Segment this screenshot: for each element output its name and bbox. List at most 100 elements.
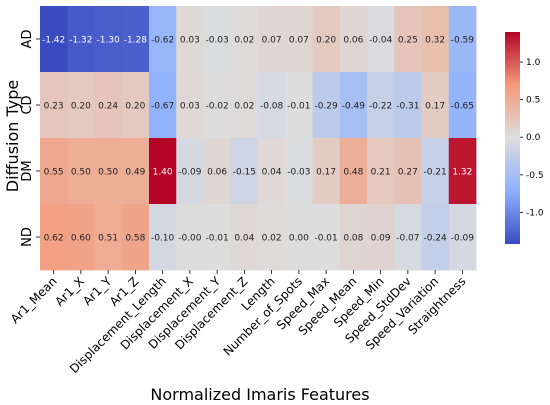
heatmap-cell-ND-Speed_Mean	[339, 204, 368, 271]
heatmap-cell-CD-Speed_StdDev	[394, 72, 422, 139]
heatmap-value-label: 0.20	[316, 36, 336, 46]
heatmap-cell-CD-Ar1_Mean	[40, 72, 68, 139]
heatmap-value-label: -1.30	[96, 36, 120, 46]
heatmap-value-label: -0.29	[314, 102, 338, 112]
heatmap-value-label: 0.00	[289, 234, 309, 244]
x-tick-label-Ar1_Y: Ar1_Y	[80, 274, 114, 308]
heatmap-value-label: 0.20	[125, 102, 145, 112]
heatmap-cell-AD-Speed_Min	[367, 6, 395, 73]
heatmap-value-label: 0.49	[125, 168, 145, 178]
heatmap-value-label: 0.32	[425, 36, 445, 46]
heatmap-cell-DM-Speed_StdDev	[394, 138, 422, 205]
heatmap-value-label: 0.23	[44, 102, 64, 112]
heatmap-cell-ND-Speed_StdDev	[394, 204, 422, 271]
heatmap-value-label: -0.21	[423, 168, 446, 178]
heatmap-value-label: -0.01	[205, 234, 228, 244]
heatmap-value-label: 0.03	[180, 36, 200, 46]
y-tick-label-DM: DM	[20, 160, 35, 181]
colorbar-tick-label: -1.0	[526, 208, 544, 218]
x-tick-label-Ar1_Mean: Ar1_Mean	[8, 274, 60, 326]
heatmap-value-label: 0.50	[71, 168, 91, 178]
heatmap-cell-DM-Speed_Variation	[421, 138, 450, 205]
heatmap-cell-AD-Displacement_Z	[230, 6, 259, 73]
heatmap-value-label: -0.65	[451, 102, 474, 112]
heatmap-value-label: -0.09	[451, 234, 475, 244]
heatmap-cell-DM-Speed_Max	[312, 138, 341, 205]
heatmap-cell-ND-Displacement_Length	[149, 204, 177, 271]
colorbar-gradient	[505, 32, 520, 244]
heatmap-value-label: 0.08	[343, 234, 363, 244]
heatmap-value-label: -0.02	[205, 102, 228, 112]
heatmap-value-label: -1.32	[69, 36, 92, 46]
heatmap-cell-CD-Speed_Mean	[339, 72, 368, 139]
heatmap-value-label: -0.01	[287, 102, 310, 112]
heatmap-cell-DM-Speed_Min	[367, 138, 395, 205]
heatmap-cell-AD-Ar1_Y	[94, 6, 123, 73]
heatmap-cell-AD-Straightness	[448, 6, 477, 73]
heatmap-value-label: 0.04	[234, 234, 254, 244]
heatmap-value-label: -0.09	[178, 168, 202, 178]
heatmap-value-label: 0.55	[44, 168, 64, 178]
heatmap-cell-AD-Ar1_Mean	[40, 6, 68, 73]
x-axis-tick-labels: Ar1_MeanAr1_XAr1_YAr1_ZDisplacement_Leng…	[8, 270, 468, 376]
heatmap-cell-DM-Speed_Mean	[339, 138, 368, 205]
heatmap-cell-CD-Speed_Min	[367, 72, 395, 139]
heatmap-value-label: 0.21	[371, 168, 391, 178]
colorbar-tick-label: 0.5	[526, 96, 540, 106]
heatmap-cell-ND-Speed_Min	[367, 204, 395, 271]
heatmap-cell-CD-Ar1_Z	[121, 72, 150, 139]
heatmap-cell-AD-Number_of_Spots	[285, 6, 313, 73]
colorbar: -1.0 -0.5 0.0 0.5 1.0	[505, 32, 544, 244]
heatmap-value-label: 1.40	[153, 168, 173, 178]
heatmap-cell-DM-Ar1_X	[67, 138, 95, 205]
heatmap-cell-AD-Speed_Mean	[339, 6, 368, 73]
heatmap-value-label: 0.17	[316, 168, 336, 178]
heatmap-cell-DM-Number_of_Spots	[285, 138, 313, 205]
heatmap-value-label: -0.10	[151, 234, 175, 244]
heatmap-cell-AD-Speed_StdDev	[394, 6, 422, 73]
heatmap-value-label: -0.24	[423, 234, 447, 244]
heatmap-value-label: 0.06	[343, 36, 363, 46]
heatmap-value-label: 0.07	[262, 36, 282, 46]
heatmap-value-label: -0.15	[233, 168, 256, 178]
heatmap-cell-CD-Straightness	[448, 72, 477, 139]
heatmap-cell-CD-Ar1_X	[67, 72, 95, 139]
heatmap-cell-DM-Ar1_Z	[121, 138, 150, 205]
heatmap-cell-CD-Number_of_Spots	[285, 72, 313, 139]
heatmap-cell-DM-Length	[258, 138, 286, 205]
heatmap-cell-DM-Displacement_Length	[149, 138, 177, 205]
y-axis-tick-labels: AD CD DM ND	[20, 30, 40, 247]
heatmap-cell-CD-Speed_Variation	[421, 72, 450, 139]
heatmap-value-label: -0.08	[260, 102, 284, 112]
heatmap-value-label: 0.27	[398, 168, 418, 178]
heatmap-cell-CD-Length	[258, 72, 286, 139]
heatmap-cell-AD-Displacement_Length	[149, 6, 177, 73]
heatmap-value-label: -0.03	[205, 36, 228, 46]
heatmap-value-label: -0.59	[451, 36, 475, 46]
heatmap-cell-AD-Ar1_Z	[121, 6, 150, 73]
heatmap-cell-ND-Ar1_Z	[121, 204, 150, 271]
heatmap-value-label: -1.28	[124, 36, 148, 46]
heatmap-cell-ND-Speed_Variation	[421, 204, 450, 271]
y-tick-label-ND: ND	[20, 227, 35, 247]
heatmap-value-label: 0.02	[262, 234, 282, 244]
y-tick-label-AD: AD	[20, 30, 35, 49]
heatmap-value-label: 0.60	[71, 234, 91, 244]
heatmap-cell-ND-Ar1_X	[67, 204, 95, 271]
heatmap-value-label: -0.00	[178, 234, 202, 244]
heatmap-value-label: 0.24	[98, 102, 118, 112]
heatmap-value-label: -1.42	[42, 36, 65, 46]
heatmap-cell-ND-Ar1_Y	[94, 204, 123, 271]
heatmap-cell-ND-Displacement_Z	[230, 204, 259, 271]
heatmap-cell-DM-Ar1_Y	[94, 138, 123, 205]
heatmap-cell-DM-Straightness	[448, 138, 477, 205]
heatmap-value-label: 0.02	[234, 36, 254, 46]
heatmap-cell-ND-Ar1_Mean	[40, 204, 68, 271]
heatmap-value-label: 0.50	[98, 168, 118, 178]
heatmap-cell-AD-Length	[258, 6, 286, 73]
heatmap-cell-CD-Displacement_Y	[203, 72, 232, 139]
y-axis-label: Diffusion Type	[3, 80, 22, 192]
y-tick-label-CD: CD	[20, 95, 35, 114]
x-axis-label: Normalized Imaris Features	[150, 385, 369, 404]
